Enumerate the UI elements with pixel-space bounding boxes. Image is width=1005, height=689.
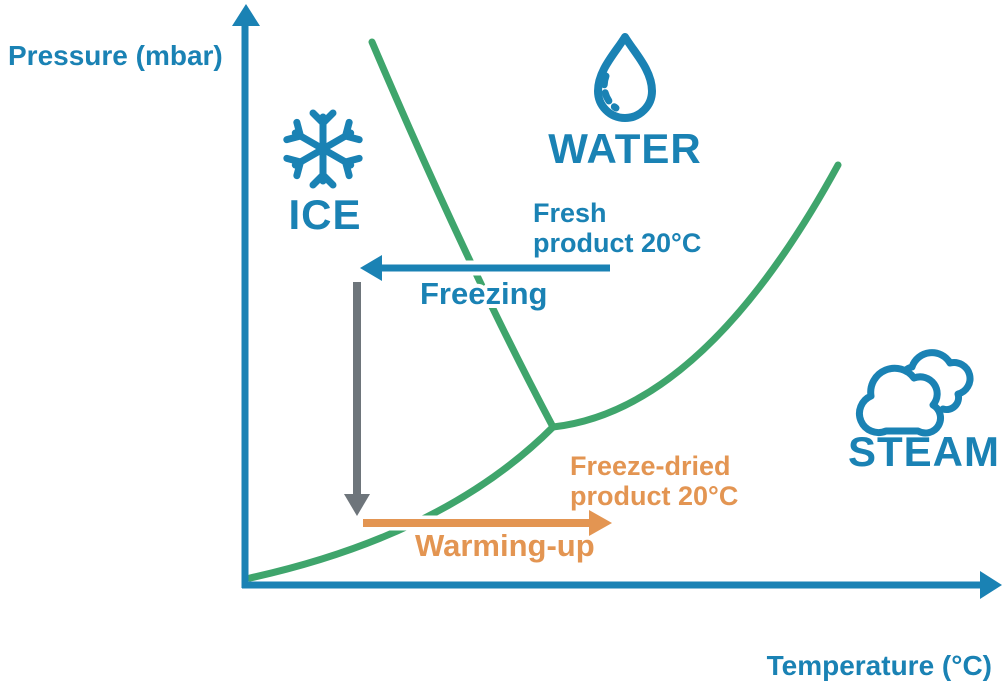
warming-label: Warming-up bbox=[415, 528, 595, 563]
steam-label: STEAM bbox=[848, 428, 1000, 475]
water-drop-shine bbox=[600, 72, 620, 112]
steam-cloud-icon bbox=[855, 349, 974, 437]
melting-curve bbox=[368, 38, 557, 431]
x-axis-arrowhead-icon bbox=[980, 571, 1002, 599]
temperature-axis-label: Temperature (°C) bbox=[767, 650, 992, 681]
freeze-dried-label-line2: product 20°C bbox=[570, 481, 738, 511]
freezing-arrowhead-icon bbox=[360, 255, 382, 281]
x-axis bbox=[242, 571, 1002, 599]
fresh-product-label-line1: Fresh bbox=[533, 198, 607, 228]
warming-arrow bbox=[363, 510, 612, 536]
pressure-reduction-arrowhead-icon bbox=[344, 494, 370, 516]
freezing-arrow bbox=[360, 255, 610, 281]
y-axis-arrowhead-icon bbox=[232, 4, 260, 26]
steam-cloud-front bbox=[855, 364, 944, 437]
freeze-dried-label-line1: Freeze-dried bbox=[570, 451, 731, 481]
pressure-axis-label: Pressure (mbar) bbox=[8, 40, 223, 71]
water-label: WATER bbox=[548, 125, 702, 172]
y-axis bbox=[232, 4, 260, 588]
warming-arrowhead-icon bbox=[589, 510, 612, 536]
ice-label: ICE bbox=[288, 191, 361, 238]
vaporization-curve bbox=[549, 161, 842, 431]
freezing-label: Freezing bbox=[420, 276, 547, 311]
snowflake-icon bbox=[283, 109, 363, 189]
pressure-reduction-arrow bbox=[344, 282, 370, 516]
fresh-product-label-line2: product 20°C bbox=[533, 228, 701, 258]
water-drop-icon bbox=[594, 33, 656, 122]
